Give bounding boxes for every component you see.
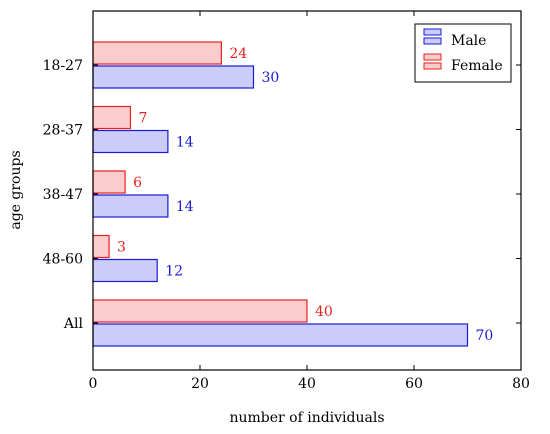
x-axis-label: number of individuals <box>229 410 384 426</box>
x-tick-label-60: 60 <box>405 376 423 392</box>
data-label-female-18-27: 24 <box>229 46 247 62</box>
ticks-layer <box>93 11 521 370</box>
x-tick-label-40: 40 <box>298 376 316 392</box>
bar-male-18-27 <box>92 65 255 89</box>
data-label-male-All: 70 <box>476 328 494 344</box>
legend-label-female: Female <box>451 58 503 74</box>
labels-layer: 24 30 18-27 7 14 28-37 6 14 38-47 3 12 48-60 40 70 All… <box>43 46 530 392</box>
legend-label-male: Male <box>451 33 486 49</box>
bar-female-38-47 <box>92 170 126 194</box>
legend-swatch-bottom-female <box>423 62 442 70</box>
legend: Male Female <box>414 23 512 83</box>
data-label-female-28-37: 7 <box>138 111 147 127</box>
bar-female-48-60 <box>92 234 110 259</box>
y-tick-label-All: All <box>63 316 84 332</box>
data-label-female-48-60: 3 <box>117 240 126 256</box>
bar-male-38-47 <box>92 194 169 218</box>
legend-swatch-top-female <box>423 53 442 61</box>
x-tick-label-20: 20 <box>191 376 209 392</box>
y-tick-label-38-47: 38-47 <box>43 187 83 203</box>
y-axis-label: age groups <box>8 150 24 229</box>
bar-male-48-60 <box>92 258 158 283</box>
x-tick-label-80: 80 <box>512 376 530 392</box>
data-label-male-48-60: 12 <box>165 264 183 280</box>
data-label-male-28-37: 14 <box>176 135 194 151</box>
data-label-female-38-47: 6 <box>133 175 142 191</box>
legend-swatch-top-male <box>423 28 442 36</box>
data-label-female-All: 40 <box>315 304 333 320</box>
bar-male-28-37 <box>92 129 169 154</box>
y-tick-label-28-37: 28-37 <box>43 123 83 139</box>
bar-female-All <box>92 299 308 323</box>
bar-female-28-37 <box>92 105 132 130</box>
y-tick-label-48-60: 48-60 <box>43 252 83 268</box>
legend-swatch-bottom-male <box>423 37 442 45</box>
bar-female-18-27 <box>92 41 222 65</box>
y-tick-label-18-27: 18-27 <box>43 58 83 74</box>
bar-male-All <box>92 323 469 347</box>
data-label-male-18-27: 30 <box>262 70 280 86</box>
data-label-male-38-47: 14 <box>176 199 194 215</box>
x-tick-label-0: 0 <box>89 376 98 392</box>
bars-layer <box>92 41 469 347</box>
